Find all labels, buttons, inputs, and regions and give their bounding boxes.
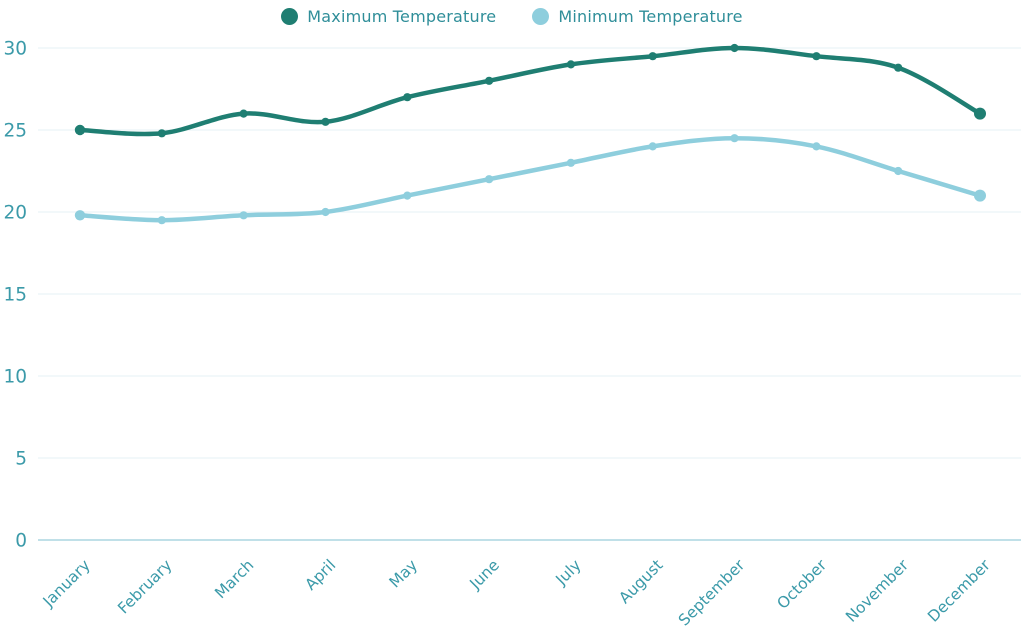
data-point-maximum-temperature-august[interactable] [648, 52, 657, 61]
data-point-maximum-temperature-march[interactable] [239, 109, 248, 118]
data-point-maximum-temperature-september[interactable] [730, 43, 739, 53]
x-tick-label: May [386, 556, 421, 591]
data-point-minimum-temperature-february[interactable] [157, 216, 166, 225]
data-point-minimum-temperature-august[interactable] [648, 142, 657, 151]
x-tick-label: March [211, 556, 257, 602]
y-tick-label: 5 [15, 449, 27, 470]
y-tick-label: 0 [15, 531, 27, 552]
x-tick-label: February [114, 556, 175, 617]
chart-legend: Maximum Temperature Minimum Temperature [0, 7, 1024, 26]
x-tick-label: December [924, 556, 994, 626]
x-tick-label: October [774, 556, 831, 613]
series-line-maximum-temperature [77, 45, 983, 137]
data-point-maximum-temperature-december[interactable] [974, 107, 986, 120]
x-tick-label: July [552, 556, 585, 589]
legend-marker-icon [532, 8, 550, 25]
data-point-minimum-temperature-september[interactable] [730, 134, 739, 143]
data-point-maximum-temperature-april[interactable] [321, 117, 330, 126]
data-point-minimum-temperature-june[interactable] [485, 175, 494, 184]
x-tick-label: September [675, 556, 749, 630]
x-tick-label: June [466, 556, 503, 593]
y-tick-label: 20 [3, 203, 27, 224]
data-point-maximum-temperature-may[interactable] [403, 93, 412, 102]
x-tick-label: November [842, 556, 912, 626]
data-point-minimum-temperature-march[interactable] [239, 211, 248, 220]
data-point-maximum-temperature-june[interactable] [485, 76, 494, 85]
y-tick-label: 25 [3, 121, 27, 142]
data-point-maximum-temperature-february[interactable] [157, 129, 166, 138]
x-tick-label: August [615, 556, 666, 607]
data-point-minimum-temperature-july[interactable] [566, 158, 576, 167]
x-tick-label: April [302, 556, 340, 594]
legend-marker-icon [281, 8, 299, 25]
series-line-minimum-temperature [77, 135, 983, 223]
legend-item-minimum-temperature[interactable]: Minimum Temperature [532, 7, 743, 26]
y-tick-label: 30 [3, 39, 27, 60]
data-point-minimum-temperature-april[interactable] [321, 207, 330, 217]
x-tick-label: January [39, 556, 94, 611]
data-point-minimum-temperature-october[interactable] [812, 142, 821, 151]
legend-label: Minimum Temperature [558, 7, 743, 26]
legend-item-maximum-temperature[interactable]: Maximum Temperature [281, 7, 496, 26]
data-point-maximum-temperature-january[interactable] [74, 124, 86, 136]
data-point-minimum-temperature-january[interactable] [74, 210, 86, 221]
data-point-maximum-temperature-november[interactable] [894, 63, 903, 72]
data-point-minimum-temperature-december[interactable] [974, 189, 986, 202]
y-tick-label: 15 [3, 285, 27, 306]
data-point-minimum-temperature-november[interactable] [894, 166, 903, 176]
y-tick-label: 10 [3, 367, 27, 388]
legend-label: Maximum Temperature [307, 7, 497, 26]
data-point-maximum-temperature-october[interactable] [812, 52, 821, 61]
data-point-maximum-temperature-july[interactable] [566, 60, 576, 69]
data-point-minimum-temperature-may[interactable] [403, 191, 412, 200]
